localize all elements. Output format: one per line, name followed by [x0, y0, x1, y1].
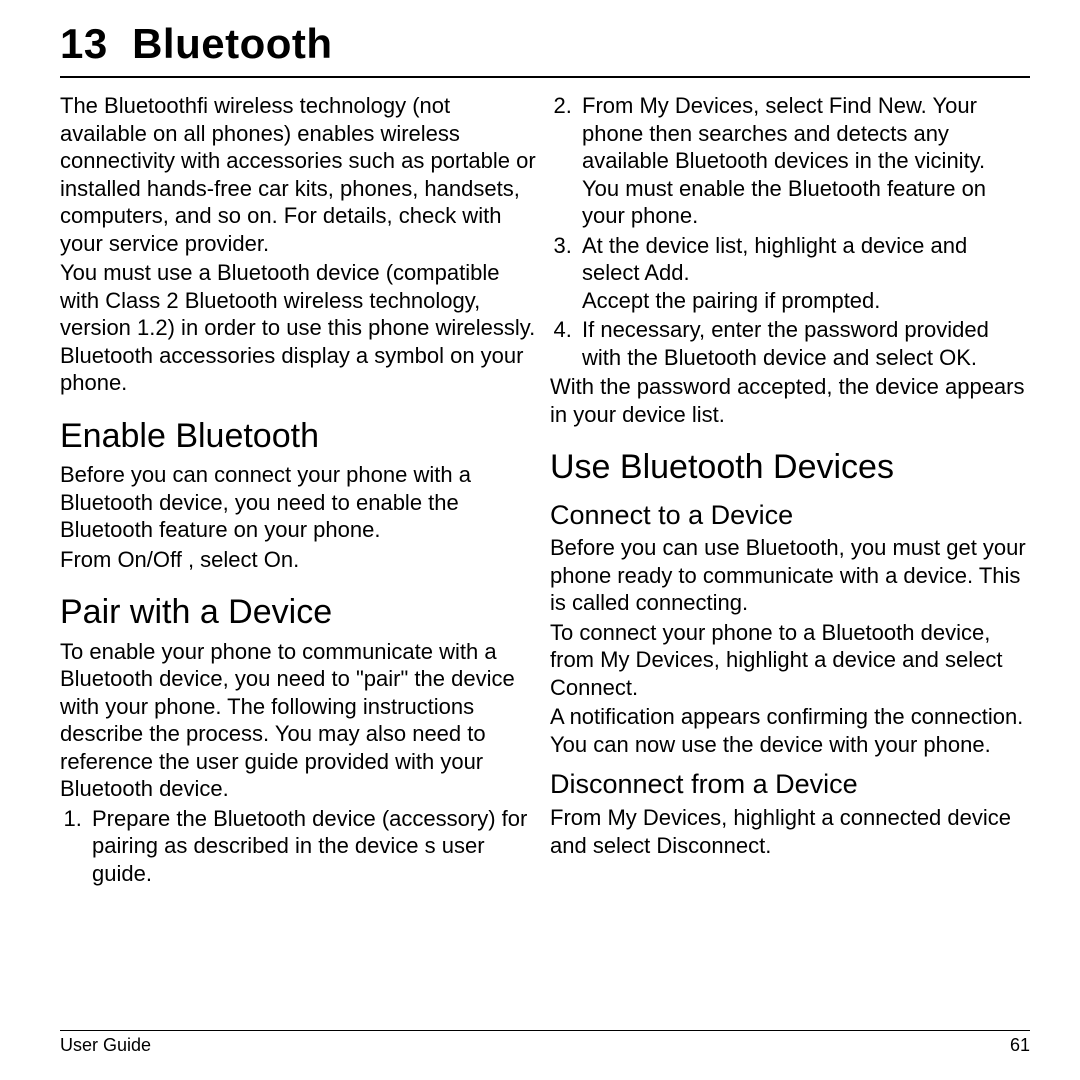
connect-heading: Connect to a Device	[550, 499, 1030, 533]
two-column-layout: The Bluetoothfi wireless technology (not…	[60, 92, 1030, 889]
pair-step-2-note: You must enable the Bluetooth feature on…	[582, 175, 1030, 230]
enable-bluetooth-p2: From On/Off , select On.	[60, 546, 540, 574]
pair-step-1: Prepare the Bluetooth device (accessory)…	[88, 805, 540, 888]
enable-bluetooth-p1: Before you can connect your phone with a…	[60, 461, 540, 544]
pair-step-3: At the device list, highlight a device a…	[578, 232, 1030, 315]
intro-paragraph-1: The Bluetoothfi wireless technology (not…	[60, 92, 540, 257]
pair-step-2-text: From My Devices, select Find New. Your p…	[582, 93, 985, 173]
page-footer: User Guide 61	[60, 1030, 1030, 1056]
footer-left: User Guide	[60, 1035, 151, 1056]
connect-p1: Before you can use Bluetooth, you must g…	[550, 534, 1030, 617]
chapter-title: 13 Bluetooth	[60, 20, 1030, 78]
pair-step-4: If necessary, enter the password provide…	[578, 316, 1030, 371]
chapter-number: 13	[60, 20, 108, 67]
connect-p2: To connect your phone to a Bluetooth dev…	[550, 619, 1030, 702]
intro-paragraph-2: You must use a Bluetooth device (compati…	[60, 259, 540, 397]
pair-steps-list-start: Prepare the Bluetooth device (accessory)…	[60, 805, 540, 888]
use-devices-heading: Use Bluetooth Devices	[550, 446, 1030, 489]
disconnect-heading: Disconnect from a Device	[550, 768, 1030, 802]
pair-step-4-text: If necessary, enter the password provide…	[582, 317, 989, 370]
connect-p3: A notification appears confirming the co…	[550, 703, 1030, 758]
pair-step-2: From My Devices, select Find New. Your p…	[578, 92, 1030, 230]
pair-step-3-text: At the device list, highlight a device a…	[582, 233, 967, 286]
left-column: The Bluetoothfi wireless technology (not…	[60, 92, 540, 889]
pair-after-text: With the password accepted, the device a…	[550, 373, 1030, 428]
enable-bluetooth-heading: Enable Bluetooth	[60, 415, 540, 458]
pair-device-p1: To enable your phone to communicate with…	[60, 638, 540, 803]
disconnect-p1: From My Devices, highlight a connected d…	[550, 804, 1030, 859]
manual-page: 13 Bluetooth The Bluetoothfi wireless te…	[0, 0, 1080, 1080]
right-column: From My Devices, select Find New. Your p…	[550, 92, 1030, 889]
footer-page-number: 61	[1010, 1035, 1030, 1056]
pair-steps-list-cont: From My Devices, select Find New. Your p…	[550, 92, 1030, 371]
pair-step-3-note: Accept the pairing if prompted.	[582, 287, 1030, 315]
pair-step-1-text: Prepare the Bluetooth device (accessory)…	[92, 806, 527, 886]
chapter-name: Bluetooth	[132, 20, 332, 67]
pair-device-heading: Pair with a Device	[60, 591, 540, 634]
